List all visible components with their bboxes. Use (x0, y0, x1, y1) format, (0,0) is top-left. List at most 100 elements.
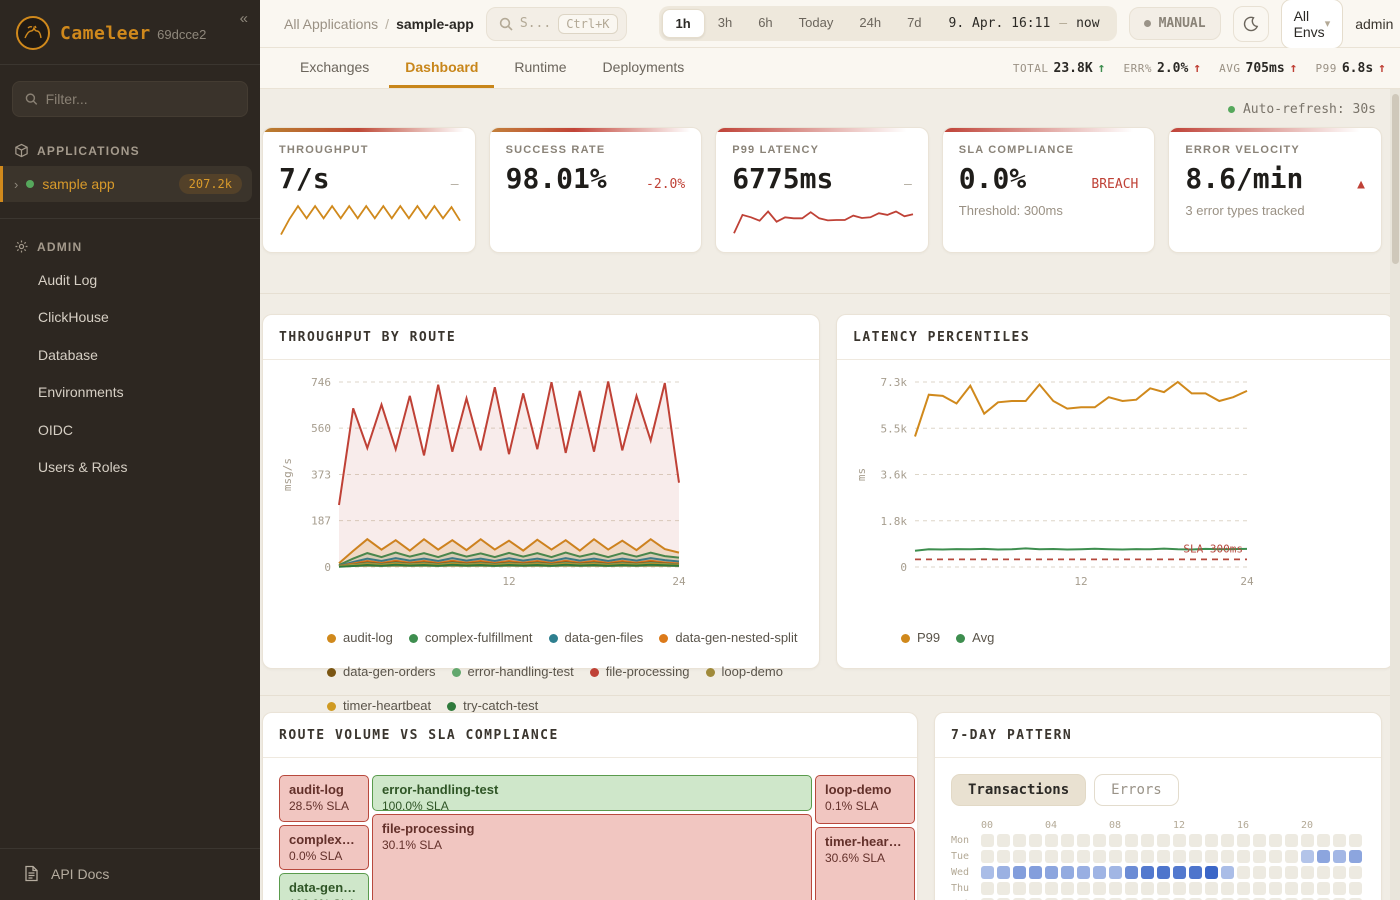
tab-dashboard[interactable]: Dashboard (389, 48, 495, 88)
heatmap-cell[interactable] (997, 898, 1010, 900)
heatmap-cell[interactable] (1093, 898, 1106, 900)
heatmap-cell[interactable] (1029, 834, 1042, 847)
heatmap-cell[interactable] (1029, 866, 1042, 879)
heatmap-cell[interactable] (1349, 882, 1362, 895)
heatmap-cell[interactable] (997, 866, 1010, 879)
heatmap-cell[interactable] (1125, 850, 1138, 863)
heatmap-cell[interactable] (1221, 882, 1234, 895)
heatmap-cell[interactable] (1205, 850, 1218, 863)
heatmap-cell[interactable] (1141, 850, 1154, 863)
heatmap-cell[interactable] (1157, 898, 1170, 900)
heatmap-cell[interactable] (1285, 850, 1298, 863)
heatmap-cell[interactable] (1157, 882, 1170, 895)
treemap-box-loop-demo[interactable]: loop-demo 0.1% SLA (815, 775, 915, 824)
legend-item-p99[interactable]: P99 (901, 625, 940, 651)
heatmap-cell[interactable] (1157, 850, 1170, 863)
heatmap-cell[interactable] (1317, 898, 1330, 900)
range-chip-3h[interactable]: 3h (717, 15, 733, 30)
heatmap-cell[interactable] (1253, 866, 1266, 879)
heatmap-cell[interactable] (1237, 866, 1250, 879)
heatmap-cell[interactable] (1301, 850, 1314, 863)
heatmap-cell[interactable] (1109, 866, 1122, 879)
heatmap-cell[interactable] (1013, 850, 1026, 863)
heatmap-cell[interactable] (1173, 898, 1186, 900)
heatmap-cell[interactable] (1045, 898, 1058, 900)
heatmap-cell[interactable] (1013, 866, 1026, 879)
heatmap-cell[interactable] (1109, 882, 1122, 895)
manual-refresh-button[interactable]: MANUAL (1128, 7, 1221, 40)
heatmap-cell[interactable] (1333, 834, 1346, 847)
legend-item-data-gen-orders[interactable]: data-gen-orders (327, 659, 436, 685)
content-scrollbar[interactable] (1390, 89, 1400, 900)
heatmap-cell[interactable] (1205, 882, 1218, 895)
range-chip-6h[interactable]: 6h (758, 15, 773, 30)
heatmap-cell[interactable] (1349, 834, 1362, 847)
heatmap-cell[interactable] (1205, 834, 1218, 847)
heatmap-cell[interactable] (1173, 882, 1186, 895)
legend-item-timer-heartbeat[interactable]: timer-heartbeat (327, 693, 431, 719)
treemap-box-file-processing[interactable]: file-processing 30.1% SLA (372, 814, 812, 900)
heatmap-cell[interactable] (1237, 882, 1250, 895)
legend-item-data-gen-files[interactable]: data-gen-files (548, 625, 643, 651)
heatmap-cell[interactable] (1141, 834, 1154, 847)
heatmap-toggle-errors[interactable]: Errors (1094, 774, 1179, 806)
sidebar-item-sample-app[interactable]: › sample app 207.2k (0, 166, 252, 202)
heatmap-cell[interactable] (1061, 882, 1074, 895)
heatmap-cell[interactable] (1333, 882, 1346, 895)
heatmap-cell[interactable] (1301, 834, 1314, 847)
heatmap-cell[interactable] (1269, 850, 1282, 863)
heatmap-cell[interactable] (1029, 882, 1042, 895)
legend-item-file-processing[interactable]: file-processing (589, 659, 690, 685)
heatmap-cell[interactable] (1237, 850, 1250, 863)
heatmap-cell[interactable] (1125, 866, 1138, 879)
dark-mode-toggle[interactable] (1232, 5, 1269, 42)
chevron-right-icon[interactable]: › (14, 176, 19, 192)
scrollbar-thumb[interactable] (1391, 94, 1399, 264)
tab-runtime[interactable]: Runtime (514, 58, 567, 75)
treemap-box-timer-heartbeat[interactable]: timer-heartbeat 30.6% SLA (815, 827, 915, 900)
heatmap-cell[interactable] (1301, 882, 1314, 895)
legend-item-loop-demo[interactable]: loop-demo (705, 659, 783, 685)
heatmap-cell[interactable] (1237, 898, 1250, 900)
heatmap-cell[interactable] (997, 882, 1010, 895)
heatmap-cell[interactable] (1061, 850, 1074, 863)
heatmap-cell[interactable] (1333, 898, 1346, 900)
heatmap-cell[interactable] (1269, 882, 1282, 895)
sidebar-item-users-roles[interactable]: Users & Roles (38, 458, 128, 475)
heatmap-cell[interactable] (1189, 850, 1202, 863)
heatmap-cell[interactable] (1045, 882, 1058, 895)
heatmap-cell[interactable] (1221, 898, 1234, 900)
heatmap-cell[interactable] (1125, 882, 1138, 895)
legend-item-avg[interactable]: Avg (956, 625, 994, 651)
heatmap-cell[interactable] (1333, 850, 1346, 863)
heatmap-cell[interactable] (1141, 866, 1154, 879)
range-chip-7d[interactable]: 7d (907, 15, 922, 30)
sidebar-item-api-docs[interactable]: API Docs (0, 848, 260, 900)
legend-item-data-gen-nested-split[interactable]: data-gen-nested-split (659, 625, 797, 651)
heatmap-cell[interactable] (1077, 834, 1090, 847)
heatmap-cell[interactable] (1013, 898, 1026, 900)
heatmap-cell[interactable] (1045, 866, 1058, 879)
heatmap-cell[interactable] (1189, 898, 1202, 900)
range-chip-1h[interactable]: 1h (661, 9, 705, 38)
heatmap-cell[interactable] (1045, 834, 1058, 847)
env-select[interactable]: All Envs ▾ (1280, 0, 1344, 49)
heatmap-cell[interactable] (1189, 882, 1202, 895)
heatmap-cell[interactable] (997, 850, 1010, 863)
heatmap-cell[interactable] (1141, 898, 1154, 900)
heatmap-cell[interactable] (981, 882, 994, 895)
heatmap-cell[interactable] (1253, 898, 1266, 900)
heatmap-cell[interactable] (997, 834, 1010, 847)
heatmap-cell[interactable] (1061, 898, 1074, 900)
heatmap-cell[interactable] (981, 834, 994, 847)
heatmap-cell[interactable] (1317, 834, 1330, 847)
heatmap-cell[interactable] (1093, 882, 1106, 895)
heatmap-cell[interactable] (1013, 834, 1026, 847)
heatmap-cell[interactable] (1237, 834, 1250, 847)
legend-item-audit-log[interactable]: audit-log (327, 625, 393, 651)
heatmap-cell[interactable] (1221, 834, 1234, 847)
sidebar-item-audit-log[interactable]: Audit Log (38, 272, 98, 288)
heatmap-cell[interactable] (1013, 882, 1026, 895)
treemap-box-data-gen-files[interactable]: data-gen-files 100.0% SLA (279, 873, 369, 900)
heatmap-cell[interactable] (1349, 866, 1362, 879)
